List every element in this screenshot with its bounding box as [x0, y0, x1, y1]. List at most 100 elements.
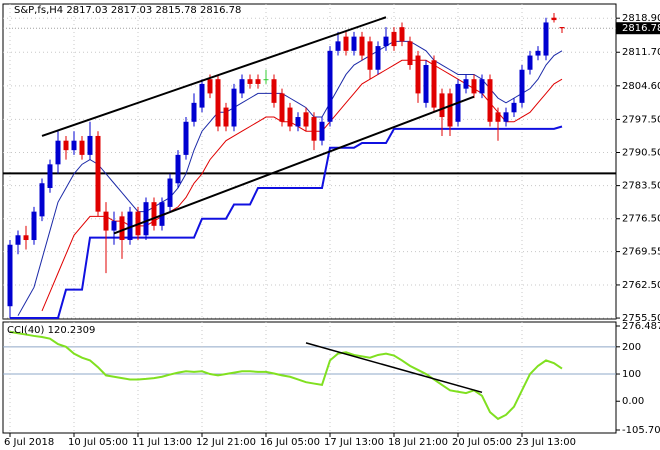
moving-line: [17, 40, 563, 316]
candle-body: [439, 93, 445, 118]
axes: 2818.90 2811.70 2804.60 2797.50 2790.50 2783.…: [4, 13, 660, 448]
candle-body: [559, 27, 565, 29]
symbol: S&P,fs,H4: [14, 5, 63, 16]
indicator-tick-label: 200: [622, 342, 641, 353]
candle-body: [319, 121, 325, 141]
candle-body: [423, 65, 429, 103]
indicator-tick-label: -105.7046: [622, 425, 660, 436]
y-tick-label: 2783.50: [622, 181, 660, 192]
candle-body: [143, 202, 149, 236]
y-tick-label: 2797.50: [622, 114, 660, 125]
candle-body: [23, 235, 29, 241]
candle-body: [255, 79, 261, 84]
candle-body: [543, 22, 549, 56]
indicator-name: CCI(40): [7, 325, 45, 336]
candle-body: [215, 79, 221, 127]
candle-body: [167, 178, 173, 207]
candle-body: [351, 36, 357, 51]
x-tick-label: 6 Jul 2018: [4, 437, 54, 448]
candle-body: [183, 121, 189, 155]
candle-body: [7, 244, 13, 307]
close: 2816.78: [200, 5, 241, 16]
current-price-box: [616, 22, 660, 35]
candle-body: [87, 135, 93, 155]
indicator-title: CCI(40) 120.2309: [7, 325, 95, 336]
candle-body: [263, 79, 269, 81]
candle-body: [127, 211, 133, 241]
x-tick-label: 20 Jul 05:00: [452, 437, 512, 448]
candle-body: [495, 112, 501, 122]
y-tick-label: 2776.50: [622, 214, 660, 225]
y-tick-label: 2804.60: [622, 81, 660, 92]
candle-body: [103, 211, 109, 231]
candle-body: [359, 36, 365, 56]
indicator-tick-label: 0.00: [622, 396, 644, 407]
y-tick-label: 2811.70: [622, 47, 660, 58]
candle-body: [63, 140, 69, 151]
moving-line: [10, 125, 563, 319]
candle-body: [303, 112, 309, 127]
candle-body: [511, 102, 517, 113]
candle-body: [191, 102, 197, 122]
indicator-plot: [3, 322, 616, 433]
candle-body: [207, 79, 213, 94]
candle-body: [55, 140, 61, 165]
candle-body: [471, 79, 477, 94]
candle-body: [479, 79, 485, 94]
candle-body: [375, 46, 381, 70]
candle-body: [447, 93, 453, 127]
indicator-value: 120.2309: [48, 325, 96, 336]
candle-body: [551, 17, 557, 21]
candle-body: [119, 216, 125, 241]
high: 2817.03: [111, 5, 152, 16]
x-tick-label: 17 Jul 13:00: [324, 437, 384, 448]
candle-body: [71, 140, 77, 151]
y-tick-label: 2818.90: [622, 13, 660, 24]
candle-body: [247, 79, 253, 84]
candle-body: [367, 41, 373, 70]
candle-body: [287, 107, 293, 127]
candle-body: [295, 117, 301, 127]
x-tick-label: 18 Jul 21:00: [388, 437, 448, 448]
header: S&P,fs,H4 2817.03 2817.03 2815.78 2816.7…: [14, 5, 241, 16]
x-tick-label: 11 Jul 13:00: [132, 437, 192, 448]
indicator-tick-label: 276.4876: [622, 321, 660, 332]
candle-body: [239, 79, 245, 94]
x-tick-label: 23 Jul 13:00: [516, 437, 576, 448]
x-tick-label: 12 Jul 21:00: [196, 437, 256, 448]
candle-body: [399, 27, 405, 42]
candle-body: [223, 107, 229, 127]
indicator-panel: [2, 321, 617, 434]
low: 2815.78: [155, 5, 196, 16]
candle-body: [111, 221, 117, 231]
candle-body: [175, 154, 181, 184]
candle-body: [503, 112, 509, 122]
trendline: [41, 16, 387, 137]
candle-body: [231, 88, 237, 127]
candle-body: [311, 117, 317, 141]
candle-body: [343, 36, 349, 51]
candle-body: [407, 41, 413, 66]
main-panel: [2, 3, 617, 320]
main-plot: [3, 4, 616, 319]
candle-body: [79, 140, 85, 155]
indicator-tick-label: 100: [622, 369, 641, 380]
candle-body: [39, 183, 45, 217]
indicator-line: [9, 330, 563, 421]
trendline: [113, 95, 475, 235]
candle-body: [463, 79, 469, 89]
candle-body: [15, 235, 21, 245]
y-tick-label: 2769.55: [622, 247, 660, 258]
candle-body: [95, 135, 101, 212]
y-tick-label: 2755.50: [622, 313, 660, 324]
candle-body: [271, 79, 277, 103]
candle-body: [535, 50, 541, 56]
candle-body: [327, 50, 333, 122]
open: 2817.03: [66, 5, 107, 16]
x-tick-label: 16 Jul 05:00: [260, 437, 320, 448]
candle-body: [383, 36, 389, 47]
candle-body: [199, 83, 205, 108]
current-price-label: 2816.78: [622, 23, 660, 34]
candle-body: [279, 93, 285, 122]
